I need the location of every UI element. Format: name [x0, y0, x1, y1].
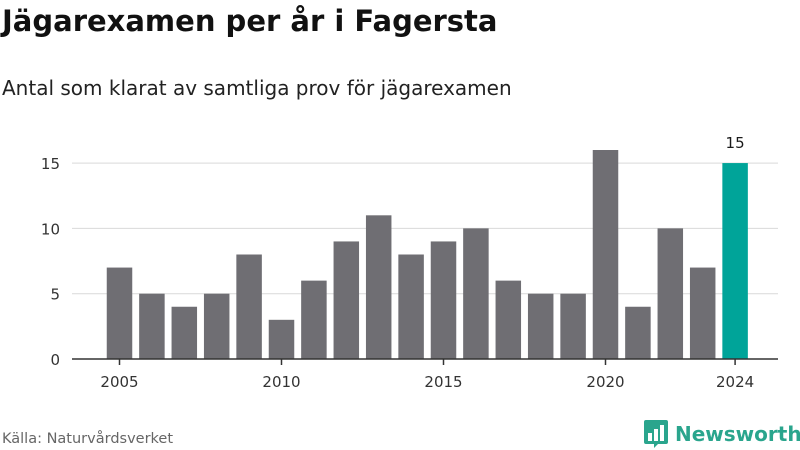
x-tick-label: 2020	[586, 373, 624, 391]
bar	[560, 293, 586, 359]
bar-chart-logo-icon	[644, 420, 668, 448]
bar	[139, 293, 165, 359]
x-tick-label: 2015	[424, 373, 462, 391]
chart-title: Jägarexamen per år i Fagersta	[2, 4, 498, 38]
bar	[625, 306, 651, 359]
y-tick-label: 10	[41, 220, 60, 238]
bar	[398, 254, 424, 359]
bar	[365, 215, 392, 359]
brand-logo[interactable]: Newsworthy	[644, 420, 800, 448]
brand-name: Newsworthy	[675, 422, 800, 446]
bar	[495, 280, 522, 359]
y-tick-label: 5	[50, 286, 60, 304]
bar	[268, 319, 295, 359]
bar	[527, 293, 554, 359]
bar	[301, 280, 327, 359]
y-tick-label: 0	[50, 351, 60, 369]
data-label: 15	[726, 134, 745, 152]
chart-subtitle: Antal som klarat av samtliga prov för jä…	[2, 76, 512, 100]
x-tick-label: 2005	[100, 373, 138, 391]
y-tick-label: 15	[41, 155, 60, 173]
bar	[203, 293, 230, 359]
bar	[333, 241, 360, 359]
bar	[106, 267, 133, 359]
bar-chart: 0 5 10 15 15 2005 2010 2015 2020 2024	[41, 134, 778, 391]
bar	[463, 228, 489, 359]
bar	[171, 306, 198, 359]
x-tick-label: 2024	[716, 373, 754, 391]
bar	[657, 228, 684, 359]
bar	[689, 267, 716, 359]
bar	[722, 163, 748, 359]
x-tick-label: 2010	[262, 373, 300, 391]
source-note: Källa: Naturvårdsverket	[2, 431, 174, 447]
bar	[592, 150, 619, 359]
bar	[430, 241, 457, 359]
bar	[236, 254, 262, 359]
